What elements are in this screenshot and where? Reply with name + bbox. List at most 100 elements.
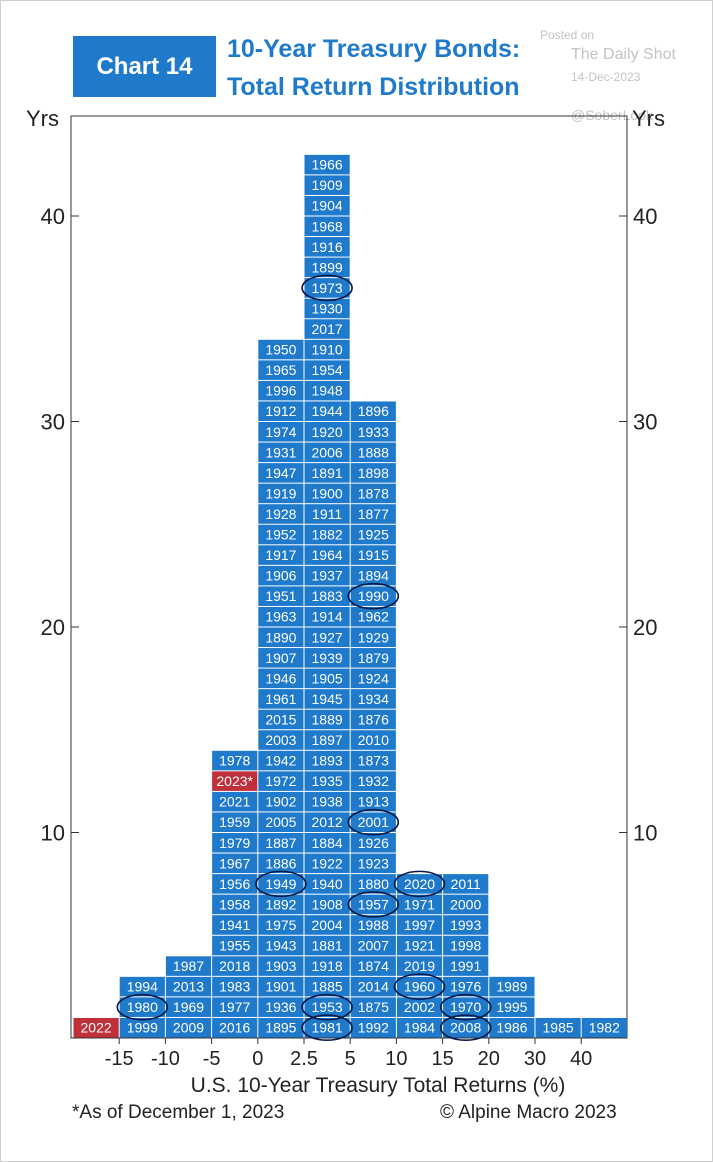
- bar-cell: [396, 894, 443, 915]
- year-label: 2007: [358, 938, 389, 954]
- watermark-handle: @SoberLook: [571, 107, 653, 123]
- year-label: 1917: [265, 547, 296, 563]
- year-label: 1902: [265, 794, 296, 810]
- year-label: 1891: [312, 465, 343, 481]
- bar-cell: [212, 791, 258, 812]
- year-label: 1874: [358, 958, 389, 974]
- bar-cell: [489, 976, 535, 997]
- year-label: 1971: [404, 896, 435, 912]
- watermark-date: 14-Dec-2023: [571, 70, 641, 84]
- year-label: 1908: [312, 896, 343, 912]
- year-label: 1883: [312, 588, 343, 604]
- year-label: 2019: [404, 958, 435, 974]
- bar-cell: [350, 853, 396, 874]
- year-label: 2002: [404, 999, 435, 1015]
- year-label: 2016: [219, 1020, 250, 1036]
- bars-layer: 2022 1999 1980 1994 2009 1969 2013 1987 2016 1977…: [73, 154, 627, 1038]
- bar-cell: [258, 997, 304, 1017]
- bar-cell: [443, 1017, 489, 1038]
- bar-cell: [396, 874, 443, 894]
- bar-cell: [258, 463, 304, 483]
- bar-cell: [304, 565, 350, 586]
- x-tick-label: 5: [345, 1048, 356, 1070]
- bar-cell: [350, 956, 396, 976]
- year-label: 2008: [450, 1020, 481, 1036]
- bar: 2022: [73, 1017, 119, 1038]
- year-label: 1913: [358, 794, 389, 810]
- bar-cell: [258, 935, 304, 956]
- bar-cell: [304, 339, 350, 360]
- year-label: 1882: [312, 527, 343, 543]
- bar-cell: [258, 771, 304, 791]
- year-label: 1943: [265, 938, 296, 954]
- y-axis-label-left: Yrs: [26, 106, 59, 131]
- year-label: 1933: [358, 424, 389, 440]
- bar-cell: [304, 524, 350, 545]
- bar-cell: [304, 935, 350, 956]
- bar-cell: [258, 668, 304, 689]
- bar: 1982: [581, 1017, 627, 1038]
- year-label: 1932: [358, 773, 389, 789]
- year-label: 1916: [312, 239, 343, 255]
- bar-cell: [443, 997, 489, 1017]
- y-tick-label-right: 20: [633, 615, 657, 640]
- bar-cell: [258, 401, 304, 421]
- bar-cell: [165, 976, 212, 997]
- bar-cell: [304, 401, 350, 421]
- bar-cell: [304, 833, 350, 853]
- year-label: 1906: [265, 568, 296, 584]
- year-label: 1968: [312, 218, 343, 234]
- year-label: 1918: [312, 958, 343, 974]
- bar-cell: [304, 216, 350, 237]
- bar-cell: [443, 894, 489, 915]
- bar-cell: [258, 627, 304, 648]
- year-label: 1966: [312, 157, 343, 173]
- year-label: 1963: [265, 609, 296, 625]
- year-label: 1965: [265, 362, 296, 378]
- bar-cell: [212, 894, 258, 915]
- x-axis-label: U.S. 10-Year Treasury Total Returns (%): [191, 1074, 566, 1097]
- year-label: 1903: [265, 958, 296, 974]
- year-label: 1888: [358, 444, 389, 460]
- year-label: 1928: [265, 506, 296, 522]
- bar-cell: [212, 812, 258, 832]
- bar-cell: [165, 956, 212, 976]
- bar-cell: [258, 565, 304, 586]
- year-label: 1904: [312, 198, 343, 214]
- circles-layer: [116, 274, 492, 1042]
- bar-cell: [304, 195, 350, 216]
- bar-cell: [350, 812, 396, 832]
- bar-cell: [165, 1017, 212, 1038]
- year-label: 1926: [358, 835, 389, 851]
- year-label: 1977: [219, 999, 250, 1015]
- bar-cell: [304, 237, 350, 257]
- year-label: 1911: [312, 506, 342, 522]
- bar-cell: [304, 689, 350, 709]
- bar-cell: [350, 442, 396, 463]
- bar-cell: [350, 627, 396, 648]
- chart-title: 10-Year Treasury Bonds: Total Return Dis…: [227, 30, 520, 106]
- year-label: 1980: [127, 999, 158, 1015]
- bar: 2009 1969 2013 1987: [165, 956, 212, 1038]
- bar: 2016 1977 1983 2018 1955 1941 1958 1956 1967 1979…: [212, 750, 258, 1038]
- bar: 1999 1980 1994: [119, 976, 165, 1038]
- year-label: 2011: [451, 876, 481, 892]
- year-label: 1923: [358, 855, 389, 871]
- bar-cell: [258, 380, 304, 401]
- bar-cell: [258, 360, 304, 380]
- year-label: 2004: [312, 917, 343, 933]
- x-tick-label: 10: [385, 1048, 407, 1070]
- year-label: 1976: [450, 979, 481, 995]
- year-label: 1919: [265, 485, 296, 501]
- bar-cell: [258, 976, 304, 997]
- bar-cell: [350, 648, 396, 668]
- year-circle: [301, 1014, 353, 1042]
- year-label: 1959: [219, 814, 250, 830]
- y-tick-label-right: 10: [633, 821, 657, 846]
- bar-cell: [258, 874, 304, 894]
- bar-cell: [119, 1017, 165, 1038]
- year-label: 1915: [358, 547, 389, 563]
- bar-cell: [258, 586, 304, 606]
- year-label: 2018: [219, 958, 250, 974]
- bar-cell: [212, 915, 258, 935]
